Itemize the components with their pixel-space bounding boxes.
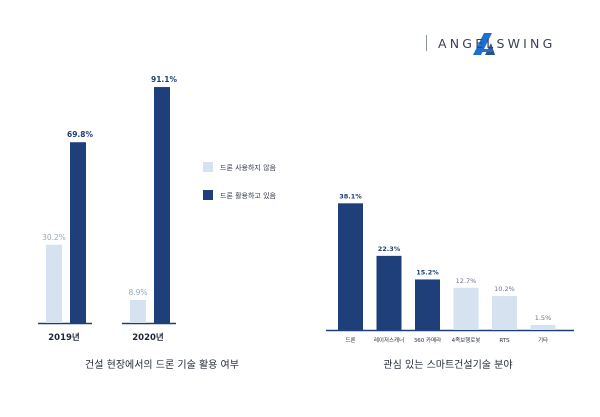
category-label-3: 4족보행로봇 xyxy=(452,336,481,344)
chart-title-1: 건설 현장에서의 드론 기술 활용 여부 xyxy=(85,358,239,371)
bar-2020년-1 xyxy=(154,87,170,324)
chart-legend: 드론 사용하지 않음 드론 활용하고 있음 xyxy=(203,162,323,202)
category-label-0: 2019년 xyxy=(48,332,80,343)
data-label-5: 1.5% xyxy=(535,314,552,322)
category-label-0: 드론 xyxy=(345,337,355,344)
bar-2 xyxy=(415,279,440,330)
bar-5 xyxy=(530,325,556,330)
category-label-1: 레이저스캐너 xyxy=(374,336,404,344)
bar-3 xyxy=(453,287,479,330)
data-label-3: 12.7% xyxy=(456,277,477,285)
data-label-4: 10.2% xyxy=(494,285,515,293)
data-label-2020년-1: 91.1% xyxy=(151,75,178,84)
category-label-1: 2020년 xyxy=(132,332,164,343)
data-label-2: 15.2% xyxy=(416,268,439,276)
category-label-5: 기타 xyxy=(538,336,548,344)
data-label-0: 38.1% xyxy=(339,192,362,200)
bar-4 xyxy=(492,296,517,330)
bar-2019년-1 xyxy=(70,142,86,323)
bar-1 xyxy=(376,255,402,330)
angelswing-logo-icon xyxy=(473,33,495,55)
category-label-2: 360 카메라 xyxy=(414,336,441,344)
logo-divider xyxy=(426,35,427,51)
bar-2020년-0 xyxy=(130,299,146,323)
data-label-1: 22.3% xyxy=(378,245,401,253)
data-label-2020년-0: 8.9% xyxy=(128,288,147,297)
legend-swatch-using xyxy=(203,190,213,200)
data-label-2019년-0: 30.2% xyxy=(42,233,66,242)
legend-label-using: 드론 활용하고 있음 xyxy=(220,192,276,200)
chart-title-2: 관심 있는 스마트건설기술 분야 xyxy=(383,359,512,371)
bar-2019년-0 xyxy=(46,244,62,323)
legend-swatch-not-using xyxy=(203,162,213,172)
category-label-4: RTS xyxy=(499,338,510,344)
data-label-2019년-1: 69.8% xyxy=(67,130,94,139)
legend-label-not-using: 드론 사용하지 않음 xyxy=(220,164,276,172)
brand-name: ANGELSWING xyxy=(438,36,556,51)
bar-0 xyxy=(338,203,363,330)
